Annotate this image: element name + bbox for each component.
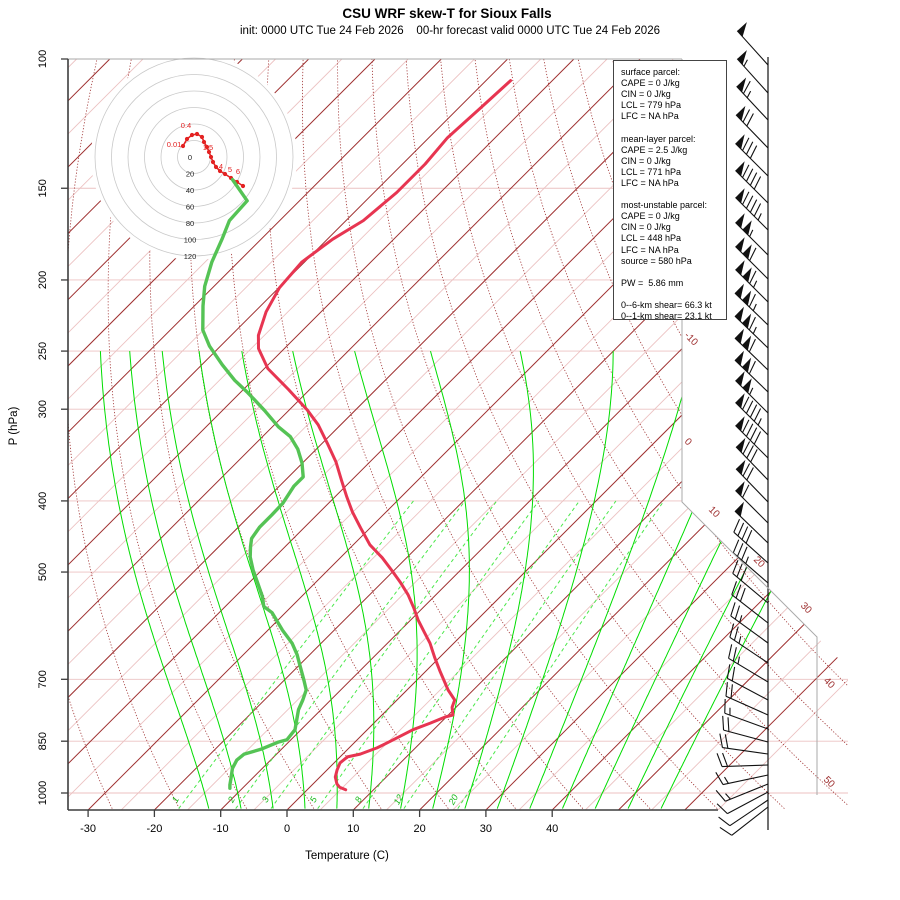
isotherm-label: 30 xyxy=(798,600,814,616)
sounding-curves xyxy=(201,79,513,792)
hodograph-ring-label: 60 xyxy=(186,203,194,212)
info-box-line xyxy=(621,289,726,300)
mixing-ratio-label: 12 xyxy=(392,793,406,807)
info-box-line: LCL = 771 hPa xyxy=(621,166,681,177)
temperature-tick-label: 40 xyxy=(546,823,558,835)
info-box-line: CAPE = 2.5 J/kg xyxy=(621,144,688,155)
pressure-tick-label: 850 xyxy=(37,732,49,750)
x-axis-label: Temperature (C) xyxy=(305,850,389,862)
page-subtitle: init: 0000 UTC Tue 24 Feb 2026 00-hr for… xyxy=(240,25,660,37)
isotherm-label: 10 xyxy=(706,504,722,520)
hodograph-ring-label: 20 xyxy=(186,170,194,179)
info-box-line: 0--1-km shear= 23.1 kt xyxy=(621,311,712,322)
isotherm-label: 40 xyxy=(821,675,837,691)
temperature-curve xyxy=(256,79,513,792)
temperature-tick-label: -20 xyxy=(146,823,162,835)
info-box-line: surface parcel: xyxy=(621,67,681,77)
mixing-ratio-labels: 1 2 3 5 8 12 20 xyxy=(170,793,460,807)
isotherm-right-labels: -10 0 10 20 30 40 50 xyxy=(682,330,837,790)
parcel-info-box: surface parcel: CAPE = 0 J/kg CIN = 0 J/kg… xyxy=(613,60,727,322)
info-box-line: CAPE = 0 J/kg xyxy=(621,211,680,222)
mixing-ratio-label: 5 xyxy=(308,794,320,804)
info-box-line: LFC = NA hPa xyxy=(621,244,679,255)
temperature-tick-label: 20 xyxy=(413,823,425,835)
info-box-line: LCL = 779 hPa xyxy=(621,100,681,111)
info-box-line: 0--6-km shear= 66.3 kt xyxy=(621,299,712,310)
hodograph-height-label: 5 xyxy=(228,165,232,174)
pressure-tick-label: 400 xyxy=(37,492,49,510)
info-box-line: LCL = 448 hPa xyxy=(621,233,681,244)
y-axis-label: P (hPa) xyxy=(8,406,20,446)
hodograph-height-label: 4 xyxy=(219,162,223,171)
pressure-tick-label: 1000 xyxy=(37,781,49,805)
info-box-line: PW = 5.86 mm xyxy=(621,277,684,288)
hodograph-height-label: 1.5 xyxy=(203,143,213,152)
mixing-ratio-label: 2 xyxy=(225,795,237,805)
temperature-tick-label: 0 xyxy=(284,823,290,835)
mixing-ratio-label: 20 xyxy=(446,793,460,807)
pressure-tick-label: 150 xyxy=(37,179,49,197)
mixing-ratio-label: 3 xyxy=(260,795,271,804)
temperature-tick-label: -10 xyxy=(213,823,229,835)
hodograph-ring-label: 0 xyxy=(188,153,192,162)
wind-barbs xyxy=(715,22,769,836)
info-box-line: CIN = 0 J/kg xyxy=(621,155,671,166)
isotherm-label: -10 xyxy=(682,330,700,348)
hodograph-height-label: 0.01 xyxy=(167,140,182,149)
mixing-ratio-label: 1 xyxy=(170,795,181,804)
isotherm-label: 50 xyxy=(821,774,837,790)
temperature-tick-label: -30 xyxy=(80,823,96,835)
temperature-tick-label: 10 xyxy=(347,823,359,835)
hodograph-inset: 0 20 40 60 80 100 120 0.4 0.01 1.5 4 5 6 xyxy=(91,54,297,261)
hodograph-ring-label: 100 xyxy=(184,236,197,245)
page-title: CSU WRF skew-T for Sioux Falls xyxy=(342,6,552,21)
hodograph-ring-label: 120 xyxy=(184,252,197,261)
pressure-tick-label: 300 xyxy=(37,400,49,418)
info-box-line xyxy=(621,122,726,133)
mixing-ratio-label: 8 xyxy=(353,795,364,804)
info-box-line: CAPE = 0 J/kg xyxy=(621,78,680,89)
info-box-line: source = 580 hPa xyxy=(621,255,692,266)
hodograph-height-label: 6 xyxy=(236,167,240,176)
info-box-line: CIN = 0 J/kg xyxy=(621,89,671,100)
info-box-line: LFC = NA hPa xyxy=(621,111,679,122)
info-box-line: mean-layer parcel: xyxy=(621,133,696,144)
isotherm-label: 0 xyxy=(682,436,694,448)
info-box-line xyxy=(621,189,726,200)
pressure-tick-label: 100 xyxy=(37,50,49,68)
pressure-tick-label: 500 xyxy=(37,563,49,581)
dewpoint-curve xyxy=(201,177,308,790)
pressure-tick-label: 700 xyxy=(37,670,49,688)
pressure-tick-label: 250 xyxy=(37,342,49,360)
info-box-line: LFC = NA hPa xyxy=(621,177,679,188)
info-box-line: most-unstable parcel: xyxy=(621,200,708,211)
temperature-tick-label: 30 xyxy=(480,823,492,835)
info-box-line xyxy=(621,267,726,278)
pressure-tick-label: 200 xyxy=(37,271,49,289)
isotherm-label: 20 xyxy=(751,554,767,570)
info-box-line: CIN = 0 J/kg xyxy=(621,222,671,233)
hodograph-ring-label: 40 xyxy=(186,186,194,195)
hodograph-ring-label: 80 xyxy=(186,219,194,228)
hodograph-height-label: 0.4 xyxy=(181,121,191,130)
